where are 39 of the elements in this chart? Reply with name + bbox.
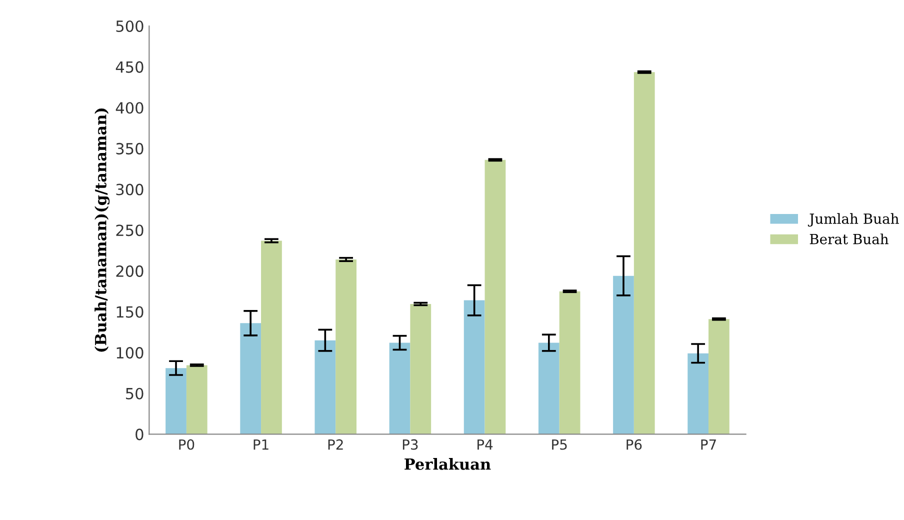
y-tick-label: 100 <box>116 347 144 359</box>
y-tick-label: 450 <box>116 61 144 73</box>
y-tick-label: 250 <box>116 224 144 236</box>
bar <box>708 319 730 434</box>
bar <box>484 160 506 434</box>
bar <box>559 291 580 434</box>
x-tick-label: P3 <box>402 439 418 450</box>
y-tick-label: 350 <box>116 142 144 154</box>
y-tick-label: 500 <box>116 20 144 32</box>
y-tick-label: 0 <box>136 428 144 440</box>
bar <box>186 365 208 434</box>
bar <box>613 276 634 434</box>
y-tick-label: 50 <box>126 388 144 400</box>
bar <box>538 342 560 434</box>
y-tick-label: 150 <box>116 306 144 318</box>
legend-label: Berat Buah <box>810 234 888 244</box>
bar <box>261 240 282 434</box>
x-tick-label: P5 <box>552 439 567 450</box>
bar <box>688 353 709 434</box>
y-tick-label: 300 <box>116 184 144 196</box>
bar <box>389 342 410 434</box>
y-tick-label: 200 <box>116 265 144 277</box>
x-tick-label: P1 <box>254 439 268 450</box>
x-tick-label: P0 <box>179 439 194 450</box>
bar <box>240 323 262 434</box>
x-tick-label: P7 <box>701 439 716 450</box>
x-axis-title: Perlakuan <box>404 458 491 470</box>
bar <box>166 368 186 434</box>
y-axis-title: (Buah/tanaman)(g/tanaman) <box>94 108 110 352</box>
bar <box>410 304 432 434</box>
bar <box>634 72 655 434</box>
legend-label: Jumlah Buah <box>808 213 899 227</box>
y-tick-label: 400 <box>116 102 144 114</box>
bar <box>336 259 356 434</box>
x-tick-label: P2 <box>328 439 343 450</box>
x-tick-label: P4 <box>478 439 493 450</box>
x-tick-label: P6 <box>626 439 642 450</box>
bar <box>314 340 336 434</box>
bar <box>464 300 485 434</box>
